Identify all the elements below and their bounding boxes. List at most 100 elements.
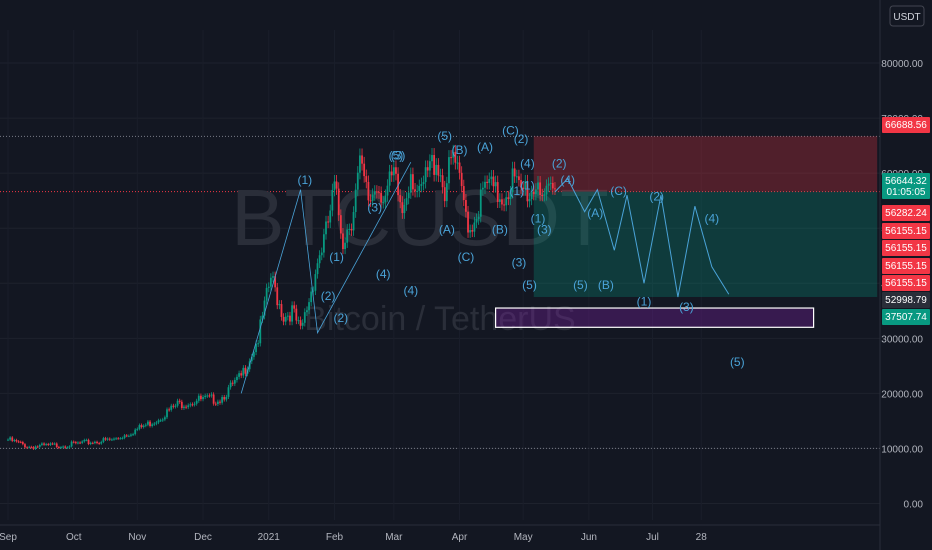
candle-body [327,221,330,223]
x-tick-label: Feb [326,532,344,543]
candle-body [518,176,520,181]
candle-body [325,221,327,235]
candle-body [55,443,58,448]
candle-body [41,443,43,445]
candle-body [229,382,232,388]
candle-body [261,315,264,320]
candle-body [91,442,94,444]
candle-body [342,233,344,250]
wave-label: (1) [637,294,652,308]
candle-body [202,397,204,400]
candle-body [295,308,298,321]
candle-body [144,424,147,426]
candle-body [34,446,37,449]
candle-body [333,181,336,190]
candle-body [286,315,289,317]
candle-body [532,191,535,195]
time-axis[interactable]: Sep Oct Nov Dec 2021 Feb Mar Apr May Jun Jul 28 [0,524,880,543]
candle-body [130,434,132,436]
candle-body [414,189,416,192]
projection-path[interactable] [240,161,730,394]
candle-body [225,396,228,400]
candle-body [64,446,67,448]
candle-body [422,182,425,185]
candle-body [212,394,215,404]
candle-body [522,187,525,190]
candle-body [193,403,196,405]
candle-body [151,424,154,426]
price-tag-bg [882,117,930,133]
candle-body [388,171,391,186]
candle-body [72,441,75,443]
candle-body [96,441,98,444]
candle-body [395,167,397,174]
price-tag-bg [882,240,930,256]
candle-body [431,155,433,162]
wave-label: (1) [297,173,312,187]
price-series[interactable] [7,144,556,450]
candle-body [219,401,221,403]
candle-body [36,446,39,448]
candle-body [365,176,368,182]
candle-body [113,438,115,440]
candle-body [488,179,491,183]
wave-label: (5) [522,278,537,292]
candle-body [267,286,270,288]
candle-body [155,422,158,424]
candle-body [505,197,508,206]
x-tick-label: May [514,532,533,543]
candle-body [515,176,518,178]
candle-body [138,425,141,429]
wave-label: (B) [598,278,614,292]
candle-body [412,174,414,190]
candle-body [299,320,302,326]
wave-label: (1) [329,250,344,264]
candle-body [180,401,183,409]
candle-body [238,373,240,377]
candle-body [142,425,145,428]
wave-label: (A) [439,223,455,237]
candle-body [306,310,308,313]
wave-label: (2) [334,311,349,325]
candle-body [554,188,556,190]
wave-label: (3) [679,300,694,314]
candle-body [348,229,351,231]
candle-body [265,287,268,301]
position-zones[interactable] [495,136,878,328]
candle-body [21,442,24,445]
candle-body [465,200,467,212]
wave-label: (4) [705,212,720,226]
candle-body [503,204,505,206]
elliott-wave-labels: (1)(2)(2)(1)(3)(4)(5)(3)(4)(5)(B)(A)(C)(… [297,124,744,369]
wave-label: (5) [573,278,588,292]
candle-body [70,441,73,447]
candle-body [390,171,393,176]
currency-badge[interactable]: USDT [889,5,925,27]
wave-label: (1) [520,179,535,193]
candle-body [240,373,243,376]
candle-body [159,420,162,422]
candle-body [57,447,60,449]
candle-body [481,187,484,190]
price-tag-label: 56155.15 [885,226,927,237]
wave-label: (5) [389,148,404,162]
candle-body [7,439,9,441]
candle-body [479,189,482,217]
candle-body [339,215,342,234]
candle-body [280,304,283,317]
candle-body [53,443,56,445]
candle-body [382,201,385,203]
candle-body [526,181,529,202]
candle-body [227,387,230,397]
candle-body [462,186,465,201]
candle-body [66,447,69,449]
price-tag-label: 56644.32 [885,176,927,187]
candle-body [547,183,550,186]
candle-body [467,211,469,233]
candle-body [49,443,52,445]
candle-body [511,168,514,193]
candle-body [134,429,137,435]
candle-body [149,421,151,426]
candle-body [409,174,412,193]
